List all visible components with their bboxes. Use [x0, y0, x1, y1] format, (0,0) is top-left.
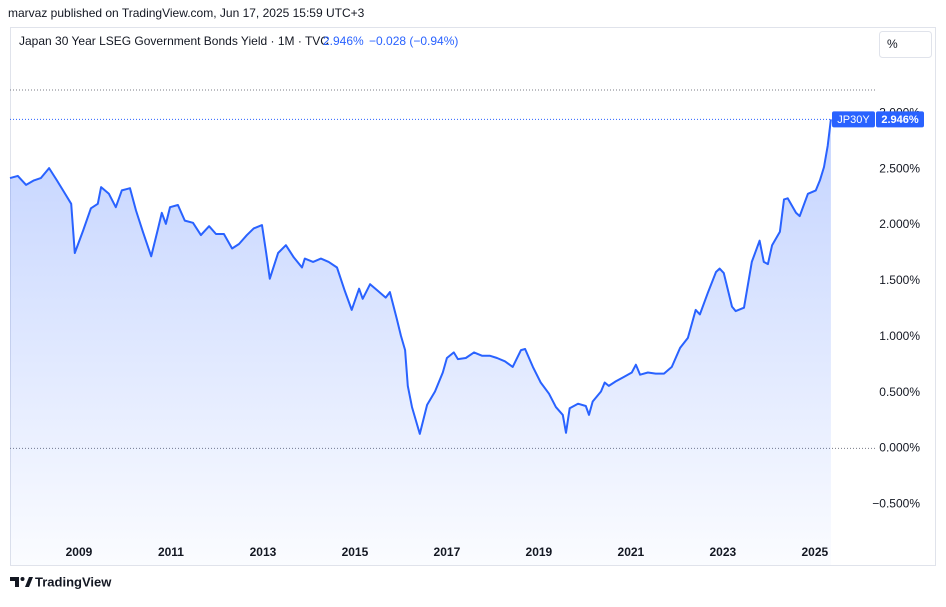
legend-title: Japan 30 Year LSEG Government Bonds Yiel… — [19, 34, 329, 48]
y-tick-label: 2.000% — [879, 217, 920, 231]
x-tick-label: 2019 — [526, 545, 553, 559]
series-line — [9, 119, 832, 435]
x-tick-label: 2025 — [801, 545, 828, 559]
x-tick-label: 2011 — [158, 545, 184, 559]
y-tick-label: 1.500% — [879, 273, 920, 287]
unit-button[interactable] — [879, 31, 932, 58]
published-line: marvaz published on TradingView.com, Jun… — [8, 6, 365, 20]
price-tag-label: 2.946% — [881, 114, 919, 126]
symbol-tag — [832, 111, 875, 128]
y-tick-label: 0.000% — [879, 441, 920, 455]
footer-brand: TradingView — [35, 574, 112, 589]
y-tick-label: −0.500% — [872, 496, 920, 510]
plot-area — [9, 118, 876, 566]
x-tick-label: 2017 — [434, 545, 461, 559]
y-tick-label: 1.000% — [879, 329, 920, 343]
x-tick-label: 2021 — [618, 545, 645, 559]
unit-button-label[interactable]: % — [887, 37, 898, 51]
x-tick-label: 2009 — [66, 545, 93, 559]
x-tick-label: 2023 — [710, 545, 737, 559]
price-tag — [876, 111, 924, 128]
y-tick-label: 0.500% — [879, 385, 920, 399]
tradingview-logo — [10, 577, 33, 587]
legend-last: 2.946% — [323, 34, 364, 48]
x-tick-label: 2015 — [342, 545, 369, 559]
y-tick-label: 2.500% — [879, 161, 920, 175]
symbol-tag-label: JP30Y — [837, 114, 870, 126]
x-tick-label: 2013 — [250, 545, 277, 559]
legend-change: −0.028 (−0.94%) — [369, 34, 458, 48]
area-fill — [10, 119, 831, 566]
